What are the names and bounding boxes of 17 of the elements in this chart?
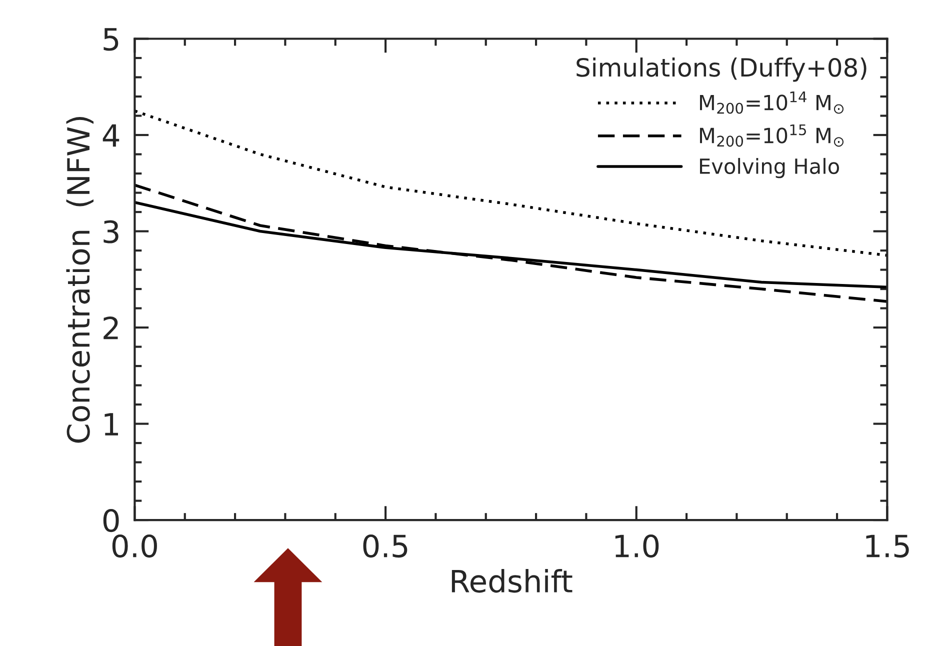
- y-axis-title: Concentration (NFW): [66, 116, 94, 443]
- legend-label: M$_{200}$=10$^{14}$ M$_{⊙}$: [700, 92, 844, 114]
- x-tick-label: 1.5: [866, 534, 909, 558]
- x-tick-label: 0.0: [112, 534, 157, 558]
- x-tick-label: 1.0: [615, 534, 659, 558]
- y-tick-label: 4: [102, 124, 120, 147]
- legend-title: Simulations (Duffy+08): [576, 58, 866, 82]
- x-tick-label: 0.5: [363, 534, 408, 558]
- line-series: [134, 184, 888, 303]
- x-axis-title: Redshift: [452, 569, 572, 593]
- y-tick-label: 0: [103, 508, 119, 532]
- y-tick-label: 2: [104, 316, 118, 340]
- legend-label: Evolving Halo: [700, 158, 839, 178]
- y-tick-label: 1: [104, 413, 118, 436]
- legend-label: M$_{200}$=10$^{15}$ M$_{⊙}$: [700, 124, 844, 147]
- y-tick-label: 3: [104, 220, 118, 244]
- y-tick-label: 5: [104, 28, 118, 51]
